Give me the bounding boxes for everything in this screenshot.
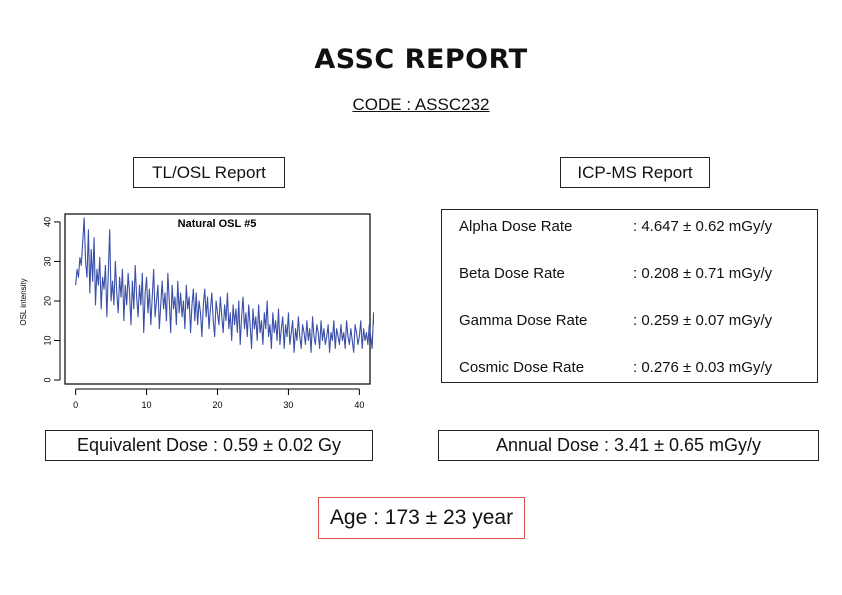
x-tick-label: 0 [73, 400, 78, 410]
y-tick-label: 10 [42, 336, 52, 346]
dose-rate-label: Alpha Dose Rate [459, 218, 573, 235]
dose-rate-value: : 0.276 ± 0.03 mGy/y [633, 359, 773, 376]
y-tick-label: 30 [42, 256, 52, 266]
report-title: ASSC REPORT [314, 44, 528, 75]
y-tick-label: 20 [42, 296, 52, 306]
x-tick-label: 40 [354, 400, 364, 410]
chart-ylabel: OSL intensity [19, 278, 28, 325]
age-box: Age : 173 ± 23 year [318, 497, 525, 539]
dose-rate-value: : 0.208 ± 0.71 mGy/y [633, 265, 773, 282]
x-tick-label: 10 [142, 400, 152, 410]
equivalent-dose-box: Equivalent Dose : 0.59 ± 0.02 Gy [45, 430, 373, 461]
osl-chart: Natural OSL #5 OSL intensity 0 10 20 30 40 0 1… [19, 213, 374, 410]
alpha-dose-rate-row: Alpha Dose Rate : 4.647 ± 0.62 mGy/y [459, 218, 772, 235]
dose-rate-label: Cosmic Dose Rate [459, 359, 585, 376]
y-tick-label: 40 [42, 217, 52, 227]
dose-rate-value: : 4.647 ± 0.62 mGy/y [633, 218, 773, 235]
icpms-report-heading: ICP-MS Report [560, 157, 710, 188]
y-tick-label: 0 [42, 378, 52, 383]
dose-rate-label: Gamma Dose Rate [459, 312, 588, 329]
chart-axes: 0 10 20 30 40 0 10 20 30 40 [42, 213, 371, 410]
chart-title: Natural OSL #5 [178, 218, 257, 230]
chart-series [75, 217, 374, 353]
dose-rate-value: : 0.259 ± 0.07 mGy/y [633, 312, 773, 329]
plot-frame [64, 213, 371, 385]
cosmic-dose-rate-row: Cosmic Dose Rate : 0.276 ± 0.03 mGy/y [459, 359, 772, 376]
beta-dose-rate-row: Beta Dose Rate : 0.208 ± 0.71 mGy/y [459, 265, 772, 282]
x-tick-label: 30 [283, 400, 293, 410]
dose-rate-table: Alpha Dose Rate : 4.647 ± 0.62 mGy/y Beta… [441, 209, 818, 383]
tlosl-report-heading: TL/OSL Report [133, 157, 285, 188]
gamma-dose-rate-row: Gamma Dose Rate : 0.259 ± 0.07 mGy/y [459, 312, 772, 329]
dose-rate-label: Beta Dose Rate [459, 265, 565, 282]
series-line-0 [75, 217, 374, 353]
x-tick-label: 20 [212, 400, 222, 410]
report-code: CODE : ASSC232 [352, 95, 490, 114]
annual-dose-box: Annual Dose : 3.41 ± 0.65 mGy/y [438, 430, 819, 461]
